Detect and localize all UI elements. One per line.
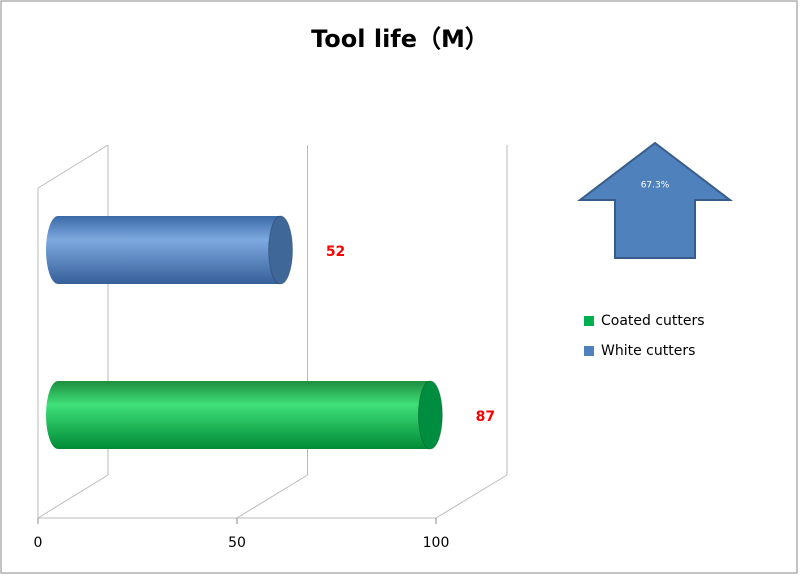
value-label: 87: [476, 409, 495, 425]
chart-title: Tool life（M）: [311, 25, 489, 53]
legend-swatch: [584, 316, 594, 326]
x-tick-label: 50: [228, 535, 246, 551]
x-tick-label: 100: [423, 535, 450, 551]
bar: [46, 381, 431, 449]
grid-line: [236, 474, 308, 519]
legend-label: Coated cutters: [601, 313, 705, 329]
bar: [46, 216, 281, 284]
grid-line: [435, 474, 508, 519]
grid-line: [37, 474, 109, 519]
value-label: 52: [326, 244, 345, 260]
x-tick-label: 0: [34, 535, 43, 551]
wall-edge: [37, 144, 109, 189]
legend-swatch: [584, 346, 594, 356]
arrow: [577, 141, 733, 259]
legend-label: White cutters: [601, 343, 695, 359]
bar-cap: [268, 215, 294, 285]
bar-cap: [417, 380, 443, 450]
annotation: 67.3%: [641, 181, 670, 191]
